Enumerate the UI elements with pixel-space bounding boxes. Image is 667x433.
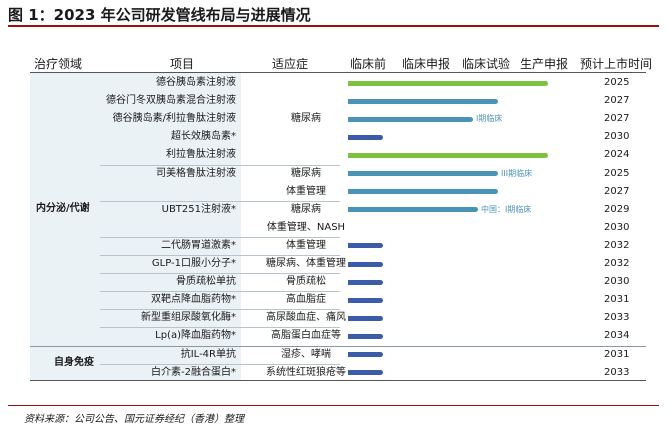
header-launch: 预计上市时间 (580, 57, 653, 71)
project-name: 骨质疏松单抗 (176, 276, 236, 288)
source-note: 资料来源：公司公告、国元证券经纪（香港）整理 (24, 414, 244, 425)
project-name: 利拉鲁肽注射液 (166, 149, 236, 161)
launch-year: 2032 (604, 239, 630, 251)
row-separator (100, 291, 340, 293)
indication-label: 湿疹、哮喘 (281, 348, 331, 360)
header-stage-preclinical: 临床前 (350, 57, 387, 71)
project-name: 二代肠胃道激素* (161, 239, 236, 251)
launch-year: 2025 (604, 167, 630, 179)
indication-label: 体重管理、NASH (266, 221, 346, 233)
row-separator (100, 363, 340, 365)
project-name: 新型重组尿酸氧化酶* (141, 312, 236, 324)
row-separator (100, 309, 340, 311)
project-name: 超长效胰岛素* (171, 131, 236, 143)
header-project: 项目 (170, 57, 195, 71)
stage-bar (348, 116, 473, 122)
indication-label: 糖尿病 (291, 203, 321, 215)
launch-year: 2027 (604, 113, 630, 125)
launch-year: 2030 (604, 276, 630, 288)
indication-label: 高血脂症 (286, 294, 326, 306)
row-separator (100, 164, 340, 166)
figure-title: 图 1：2023 年公司研发管线布局与进展情况 (8, 6, 311, 24)
stage-bar (348, 370, 383, 376)
launch-year: 2025 (604, 77, 630, 89)
row-separator (100, 200, 340, 202)
indication-label: 糖尿病 (291, 167, 321, 179)
launch-year: 2031 (604, 294, 630, 306)
stage-note: 中国：I期临床 (481, 204, 532, 214)
stage-bar (348, 98, 498, 104)
project-name: 司美格鲁肽注射液 (156, 167, 236, 179)
indication-label: 糖尿病 (291, 113, 321, 125)
stage-bar (348, 189, 498, 195)
launch-year: 2024 (604, 149, 630, 161)
indication-label: 体重管理 (286, 185, 326, 197)
indication-label: 骨质疏松 (286, 276, 326, 288)
header-stage-filing: 临床申报 (402, 57, 451, 71)
launch-year: 2030 (604, 221, 630, 233)
project-name: 德谷胰岛素/利拉鲁肽注射液 (112, 113, 236, 125)
left-panel (30, 73, 241, 380)
stage-bar (348, 352, 383, 358)
title-rule (8, 25, 659, 27)
row-separator (100, 273, 340, 275)
project-name: 白介素-2融合蛋白* (151, 366, 236, 378)
indication-label: 糖尿病、体重管理 (266, 258, 346, 270)
stage-bar (348, 152, 548, 158)
launch-year: 2030 (604, 131, 630, 143)
launch-year: 2027 (604, 95, 630, 107)
row-separator (100, 255, 340, 256)
bottom-rule (30, 380, 646, 381)
stage-bar (348, 261, 383, 267)
launch-year: 2031 (604, 348, 630, 360)
header-indication: 适应症 (272, 57, 309, 71)
launch-year: 2032 (604, 258, 630, 270)
stage-bar (348, 297, 383, 303)
stage-note: I期临床 (476, 114, 503, 124)
stage-bar (348, 243, 383, 249)
stage-bar (348, 134, 383, 140)
header-stage-production: 生产申报 (520, 57, 569, 71)
domain-label-endocrine: 内分泌/代谢 (36, 203, 90, 214)
project-name: 德谷门冬双胰岛素混合注射液 (106, 95, 236, 107)
indication-label: 高脂蛋白血症等 (271, 330, 341, 342)
project-name: 德谷胰岛素注射液 (156, 77, 236, 89)
stage-bar (348, 207, 478, 213)
project-name: 抗IL-4R单抗 (180, 348, 236, 360)
row-separator (100, 327, 340, 329)
indication-label: 高尿酸血症、痛风 (266, 312, 346, 324)
launch-year: 2029 (604, 203, 630, 215)
source-rule (8, 405, 659, 406)
project-name: GLP-1口服小分子* (151, 258, 236, 270)
stage-bar (348, 279, 383, 285)
domain-separator (30, 345, 646, 347)
stage-bar (348, 315, 383, 321)
header-stage-trial: 临床试验 (462, 57, 511, 71)
project-name: Lp(a)降血脂药物* (155, 330, 236, 342)
domain-label-autoimmune: 自身免疫 (54, 357, 94, 368)
stage-bar (348, 171, 498, 177)
header-domain: 治疗领域 (34, 57, 83, 71)
launch-year: 2034 (604, 330, 630, 342)
launch-year: 2033 (604, 312, 630, 324)
project-name: UBT251注射液* (161, 203, 236, 215)
indication-label: 体重管理 (286, 239, 326, 251)
indication-label: 系统性红斑狼疮等 (266, 366, 346, 378)
launch-year: 2033 (604, 366, 630, 378)
launch-year: 2027 (604, 185, 630, 197)
project-name: 双靶点降血脂药物* (151, 294, 236, 306)
stage-bar (348, 80, 548, 86)
row-separator (100, 236, 340, 238)
stage-note: III期临床 (501, 168, 533, 178)
stage-bar (348, 333, 383, 339)
header-rule (30, 72, 646, 73)
